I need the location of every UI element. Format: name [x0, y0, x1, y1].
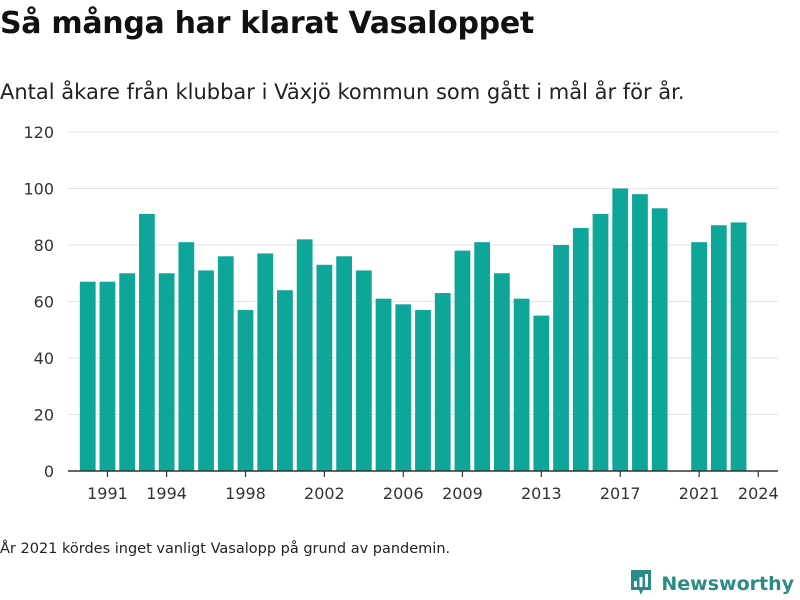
x-tick-label: 2021: [679, 484, 720, 503]
bar-1992: [119, 273, 136, 471]
bar-2022: [710, 225, 727, 471]
bar-1999: [257, 253, 274, 471]
bar-2003: [336, 256, 352, 471]
x-tick-label: 2013: [521, 484, 562, 503]
y-tick-label: 0: [44, 462, 54, 481]
bar-2007: [415, 309, 431, 471]
bar-2008: [434, 293, 451, 471]
x-axis-ticks: 1991 1994 1998 2002 2006 2009 2013 2017 2021 2024: [87, 471, 779, 503]
bar-1998: [237, 309, 254, 471]
bar-1993: [139, 213, 155, 472]
bar-1994: [158, 273, 175, 471]
newsworthy-logo-icon: [629, 568, 653, 600]
bar-2011: [494, 273, 510, 471]
x-tick-label: 2002: [304, 484, 345, 503]
bar-chart: 0 20 40 60 80 100 120 1991 1994 1998 2002 2006 2009…: [23, 123, 779, 503]
x-tick-label: 1991: [87, 484, 128, 503]
x-tick-label: 1994: [146, 484, 187, 503]
page-subtitle: Antal åkare från klubbar i Växjö kommun …: [0, 80, 685, 104]
y-tick-label: 80: [34, 236, 54, 255]
x-tick-label: 2009: [442, 484, 483, 503]
bar-2012: [513, 298, 530, 471]
bar-2014: [553, 245, 569, 471]
bar-2019: [651, 208, 668, 471]
brand[interactable]: Newsworthy: [629, 568, 794, 600]
bar-2005: [375, 298, 392, 471]
bars: [79, 188, 747, 472]
bar-2006: [395, 304, 412, 471]
y-tick-label: 100: [23, 180, 54, 199]
bar-1990: [79, 281, 96, 471]
bar-2023: [730, 222, 747, 471]
y-tick-label: 20: [34, 406, 54, 425]
bar-2000: [277, 290, 293, 471]
page-title: Så många har klarat Vasaloppet: [0, 6, 534, 41]
bar-2015: [572, 228, 589, 471]
bar-2021: [691, 242, 707, 471]
bar-2004: [355, 270, 372, 471]
y-axis-ticks: 0 20 40 60 80 100 120: [23, 123, 54, 481]
bar-1997: [217, 256, 234, 471]
bar-1995: [178, 242, 195, 471]
y-tick-label: 120: [23, 123, 54, 142]
bar-2013: [533, 315, 550, 471]
bar-2017: [612, 188, 629, 471]
x-tick-label: 2024: [738, 484, 779, 503]
bar-1991: [99, 281, 116, 471]
bar-2010: [474, 242, 491, 471]
bar-2001: [296, 239, 313, 471]
footnote: År 2021 kördes inget vanligt Vasalopp på…: [0, 541, 451, 557]
x-tick-label: 1998: [225, 484, 266, 503]
bar-1996: [198, 270, 214, 471]
y-tick-label: 40: [34, 349, 54, 368]
bar-2016: [592, 213, 609, 472]
x-tick-label: 2017: [600, 484, 641, 503]
x-tick-label: 2006: [383, 484, 424, 503]
bar-2009: [454, 250, 471, 471]
bar-2002: [316, 264, 333, 471]
brand-name: Newsworthy: [661, 573, 794, 595]
y-tick-label: 60: [34, 293, 54, 312]
bar-2018: [632, 194, 648, 471]
